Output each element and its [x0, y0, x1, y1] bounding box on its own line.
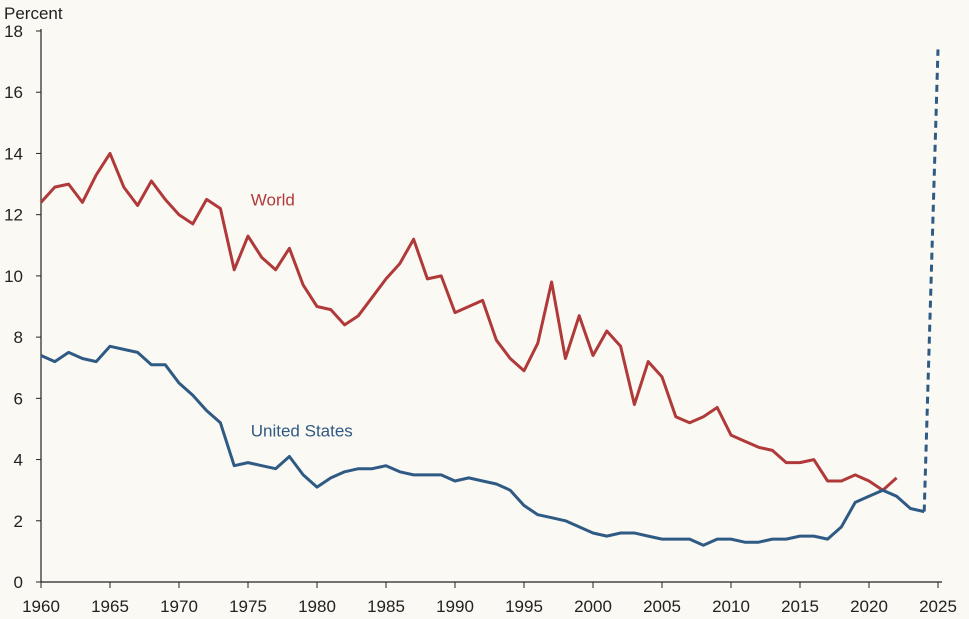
- x-tick-label: 1980: [298, 597, 336, 616]
- x-tick-label: 1995: [505, 597, 543, 616]
- y-axis-unit-label: Percent: [4, 4, 63, 23]
- y-tick-label: 18: [4, 22, 23, 41]
- axes: 0 2 4 6 8 10 12 14 16 18 1960 1965 1970 1975 1980 1985 1…: [4, 22, 957, 616]
- series-line-united-states: [40, 344, 925, 547]
- y-tick-label: 8: [14, 328, 23, 347]
- y-tick-label: 0: [14, 573, 23, 592]
- x-tick-label: 2025: [919, 597, 957, 616]
- x-tick-label: 1960: [22, 597, 60, 616]
- y-tick-label: 6: [14, 389, 23, 408]
- y-tick-label: 16: [4, 83, 23, 102]
- x-tick-label: 1975: [229, 597, 267, 616]
- y-tick-label: 10: [4, 267, 23, 286]
- x-tick-label: 1965: [91, 597, 129, 616]
- annotation-layer: World United States: [251, 190, 353, 440]
- x-tick-label: 2010: [712, 597, 750, 616]
- x-tick-label: 2005: [643, 597, 681, 616]
- series-line-projection-dashed: [922, 49, 940, 512]
- y-tick-label: 12: [4, 206, 23, 225]
- x-tick-label: 1970: [160, 597, 198, 616]
- x-tick-label: 2000: [574, 597, 612, 616]
- y-tick-label: 2: [14, 512, 23, 531]
- x-tick-label: 2020: [850, 597, 888, 616]
- x-tick-label: 1985: [367, 597, 405, 616]
- series-label-world: World: [251, 190, 295, 209]
- series-line-world: [39, 151, 898, 492]
- series-layer: [39, 49, 940, 547]
- y-tick-label: 4: [14, 451, 23, 470]
- x-tick-label: 1990: [436, 597, 474, 616]
- series-label-united-states: United States: [251, 422, 353, 441]
- x-tick-label: 2015: [781, 597, 819, 616]
- y-tick-label: 14: [4, 144, 23, 163]
